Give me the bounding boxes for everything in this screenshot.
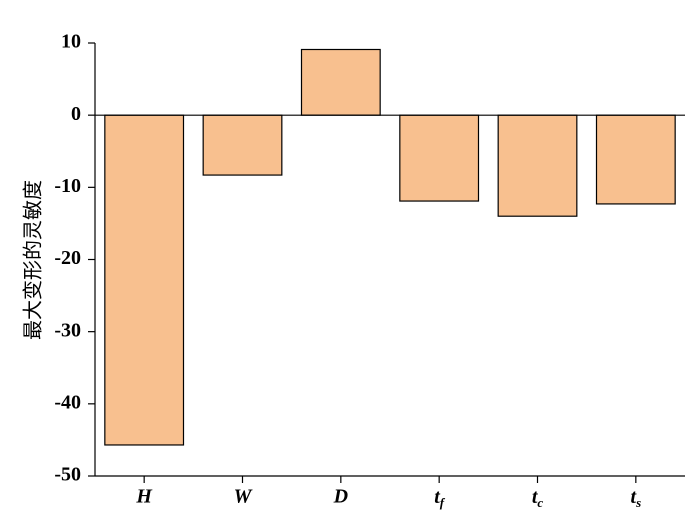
y-tick-label: -40 [54,391,81,413]
bar [595,114,676,205]
x-tick-label: tf [434,486,446,510]
x-tick-label: ts [631,486,642,510]
bar [202,114,283,176]
y-tick-label: -10 [54,175,81,197]
x-tick-label: H [135,486,153,508]
y-axis-label: 最大变形的灵敏度 [21,180,45,340]
y-tick-label: -50 [54,464,81,486]
bar [497,114,578,217]
x-tick-label: W [234,486,253,508]
y-tick-label: -20 [54,247,81,269]
bar [399,114,480,202]
x-tick-label: tc [532,486,544,510]
y-tick-label: 0 [71,103,81,125]
y-tick-label: -30 [54,319,81,341]
bar [104,114,185,446]
bar [300,48,381,116]
y-tick-label: 10 [61,31,81,53]
x-tick-label: D [333,486,348,508]
